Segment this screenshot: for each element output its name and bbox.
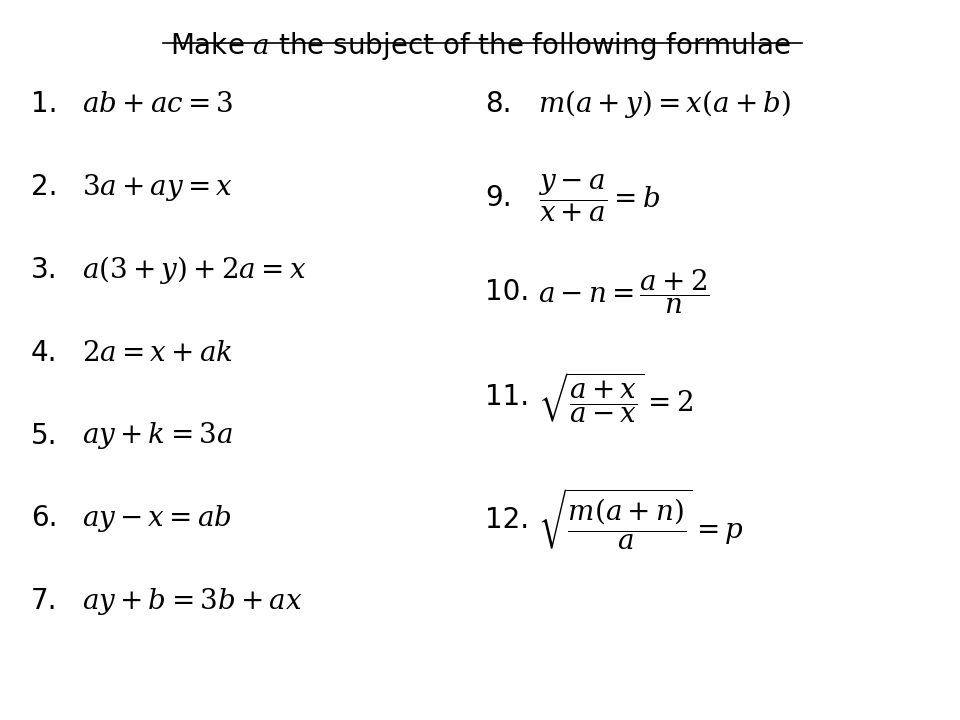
Text: 6.: 6.	[31, 505, 58, 532]
Text: $ay + k = 3a$: $ay + k = 3a$	[82, 420, 232, 451]
Text: $\sqrt{\dfrac{a+x}{a-x}} = 2$: $\sqrt{\dfrac{a+x}{a-x}} = 2$	[538, 370, 692, 425]
Text: $3a + ay = x$: $3a + ay = x$	[82, 171, 233, 203]
Text: 2.: 2.	[31, 174, 58, 201]
Text: $ab + ac = 3$: $ab + ac = 3$	[82, 91, 233, 118]
Text: $a - n = \dfrac{a+2}{n}$: $a - n = \dfrac{a+2}{n}$	[538, 267, 709, 316]
Text: $a(3 + y) + 2a = x$: $a(3 + y) + 2a = x$	[82, 254, 306, 286]
Text: 10.: 10.	[485, 278, 529, 305]
Text: $ay - x = ab$: $ay - x = ab$	[82, 503, 231, 534]
Text: 4.: 4.	[31, 339, 58, 366]
Text: $ay + b = 3b + ax$: $ay + b = 3b + ax$	[82, 585, 302, 617]
Text: $2a = x + ak$: $2a = x + ak$	[82, 339, 232, 366]
Text: $m(a + y) = x(a + b)$: $m(a + y) = x(a + b)$	[538, 89, 790, 120]
Text: 1.: 1.	[31, 91, 58, 118]
Text: 8.: 8.	[485, 91, 512, 118]
Text: $\dfrac{y-a}{x+a} = b$: $\dfrac{y-a}{x+a} = b$	[538, 172, 660, 224]
Text: 11.: 11.	[485, 384, 529, 411]
Text: 7.: 7.	[31, 588, 58, 615]
Text: 5.: 5.	[31, 422, 58, 449]
Text: 9.: 9.	[485, 184, 512, 212]
Text: 3.: 3.	[31, 256, 58, 284]
Text: $\sqrt{\dfrac{m(a+n)}{a}} = p$: $\sqrt{\dfrac{m(a+n)}{a}} = p$	[538, 487, 743, 552]
Text: Make $\mathit{a}$ the subject of the following formulae: Make $\mathit{a}$ the subject of the fol…	[170, 30, 790, 62]
Text: @MrC_Cooper: @MrC_Cooper	[798, 686, 906, 702]
Text: 12.: 12.	[485, 506, 529, 534]
